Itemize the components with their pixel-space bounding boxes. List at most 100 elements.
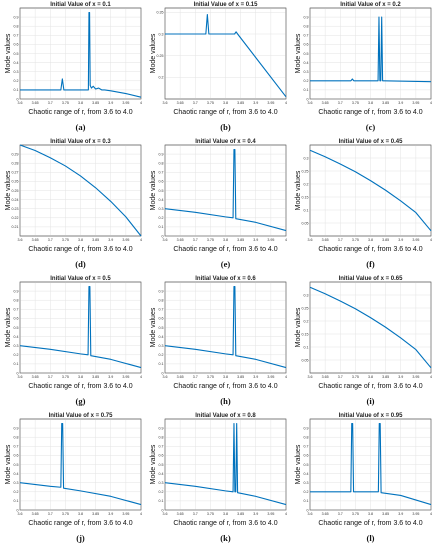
chart-svg: 3.6 3.65 3.7 3.75 3.8 3.85 3.9 3.95 4 0.2 0.25 0.3 0… — [150, 2, 287, 132]
y-tick-label: 0.24 — [12, 198, 19, 202]
y-tick-label: 0.23 — [12, 207, 19, 211]
series-line — [19, 423, 142, 506]
x-tick-label: 3.7 — [193, 101, 198, 105]
y-tick-label: 0.3 — [159, 344, 164, 348]
chart-panel: 3.6 3.65 3.7 3.75 3.8 3.85 3.9 3.95 4 0.05 0.1 0.15… — [292, 274, 437, 411]
chart-panel: 3.6 3.65 3.7 3.75 3.8 3.85 3.9 3.95 4 0 0.1 0.2 0.3 0… — [147, 411, 292, 548]
y-axis-label: Mode values — [295, 307, 302, 347]
x-tick-label: 3.8 — [368, 238, 373, 242]
x-tick-label: 3.65 — [32, 101, 39, 105]
y-tick-label: 0.4 — [159, 198, 164, 202]
y-tick-label: 0.9 — [159, 289, 164, 293]
x-tick-label: 3.8 — [368, 375, 373, 379]
y-tick-label: 0.1 — [304, 88, 309, 92]
y-tick-label: 0.9 — [14, 289, 19, 293]
y-tick-label: 0.15 — [302, 195, 309, 199]
y-axis-label: Mode values — [5, 307, 12, 347]
y-tick-label: 0.1 — [304, 499, 309, 503]
y-tick-label: 0.1 — [159, 499, 164, 503]
x-tick-label: 3.7 — [193, 512, 198, 516]
y-tick-label: 0.4 — [304, 472, 309, 476]
panel-caption: (j) — [76, 533, 85, 543]
plot-border — [164, 281, 287, 374]
y-tick-label: 0.28 — [12, 162, 19, 166]
x-tick-label: 3.6 — [308, 238, 313, 242]
x-tick-label: 4 — [285, 101, 287, 105]
y-tick-label: 0.6 — [14, 317, 19, 321]
x-tick-label: 4 — [430, 512, 432, 516]
x-tick-label: 3.9 — [108, 375, 113, 379]
x-tick-label: 3.9 — [253, 512, 258, 516]
y-axis-label: Mode values — [150, 444, 157, 484]
y-tick-label: 0 — [307, 97, 309, 101]
x-tick-label: 3.85 — [382, 512, 389, 516]
x-tick-label: 3.7 — [48, 101, 53, 105]
y-tick-label: 0.2 — [159, 216, 164, 220]
y-tick-label: 0.7 — [304, 445, 309, 449]
chart-title: Initial Value of x = 0.8 — [195, 413, 256, 419]
x-tick-label: 3.85 — [382, 101, 389, 105]
y-tick-label: 0.3 — [304, 156, 309, 160]
panel-caption: (l) — [366, 533, 374, 543]
chart-title: Initial Value of x = 0.2 — [340, 2, 401, 8]
x-tick-label: 3.85 — [237, 512, 244, 516]
x-tick-label: 3.85 — [92, 512, 99, 516]
x-tick-label: 3.7 — [338, 101, 343, 105]
chart-panel: 3.6 3.65 3.7 3.75 3.8 3.85 3.9 3.95 4 0 0.1 0.2 0.3 0… — [292, 411, 437, 548]
x-tick-label: 4 — [140, 375, 142, 379]
x-tick-label: 3.95 — [267, 512, 274, 516]
y-tick-label: 0.2 — [304, 79, 309, 83]
y-tick-label: 0.22 — [12, 216, 19, 220]
plot-border — [19, 281, 142, 374]
series-line — [19, 286, 142, 369]
plot-border — [19, 7, 142, 100]
y-tick-label: 0.2 — [159, 353, 164, 357]
series-line — [164, 149, 287, 232]
y-tick-label: 0.5 — [159, 189, 164, 193]
plot-border — [309, 144, 432, 237]
y-tick-label: 0.8 — [304, 25, 309, 29]
y-tick-label: 0.26 — [12, 180, 19, 184]
x-tick-label: 3.8 — [78, 101, 83, 105]
x-tick-label: 3.9 — [398, 101, 403, 105]
y-tick-label: 0 — [162, 234, 164, 238]
y-tick-label: 0.7 — [304, 34, 309, 38]
y-tick-label: 0.25 — [157, 54, 164, 58]
x-axis-label: Chaotic range of r, from 3.6 to 4.0 — [173, 520, 277, 527]
y-tick-label: 0 — [307, 508, 309, 512]
series-line — [309, 286, 432, 369]
y-axis-label: Mode values — [150, 33, 157, 73]
x-axis-label: Chaotic range of r, from 3.6 to 4.0 — [173, 383, 277, 390]
x-tick-label: 3.65 — [32, 238, 39, 242]
x-tick-label: 3.75 — [207, 512, 214, 516]
x-tick-label: 3.6 — [308, 375, 313, 379]
x-tick-label: 3.65 — [322, 512, 329, 516]
chart-title: Initial Value of x = 0.4 — [195, 139, 256, 145]
y-tick-label: 0.2 — [159, 490, 164, 494]
x-tick-label: 3.7 — [338, 238, 343, 242]
y-tick-label: 0.5 — [14, 326, 19, 330]
panel-caption: (i) — [366, 396, 374, 406]
plot-border — [309, 281, 432, 374]
x-tick-label: 3.65 — [322, 238, 329, 242]
x-tick-label: 3.8 — [368, 512, 373, 516]
x-tick-label: 4 — [430, 238, 432, 242]
y-axis-label: Mode values — [5, 444, 12, 484]
chart-panel: 3.6 3.65 3.7 3.75 3.8 3.85 3.9 3.95 4 0 0.1 0.2 0.3 0… — [147, 137, 292, 274]
chart-title: Initial Value of x = 0.1 — [50, 2, 111, 8]
chart-title: Initial Value of x = 0.6 — [195, 276, 256, 282]
series-line — [20, 12, 142, 98]
x-tick-label: 3.7 — [338, 512, 343, 516]
chart-panel: 3.6 3.65 3.7 3.75 3.8 3.85 3.9 3.95 4 0 0.1 0.2 0.3 0… — [2, 0, 147, 137]
panel-caption: (c) — [366, 122, 376, 132]
y-tick-label: 0.27 — [12, 171, 19, 175]
chart-panel: 3.6 3.65 3.7 3.75 3.8 3.85 3.9 3.95 4 0 0.1 0.2 0.3 0… — [2, 411, 147, 548]
y-tick-label: 0.3 — [304, 481, 309, 485]
chart-svg: 3.6 3.65 3.7 3.75 3.8 3.85 3.9 3.95 4 0 0.1 0.2 0.3 0… — [295, 413, 432, 543]
x-tick-label: 3.95 — [267, 101, 274, 105]
x-tick-label: 3.85 — [382, 375, 389, 379]
x-tick-label: 3.8 — [78, 375, 83, 379]
x-tick-label: 3.9 — [253, 375, 258, 379]
x-tick-label: 3.65 — [177, 512, 184, 516]
x-tick-label: 4 — [430, 101, 432, 105]
